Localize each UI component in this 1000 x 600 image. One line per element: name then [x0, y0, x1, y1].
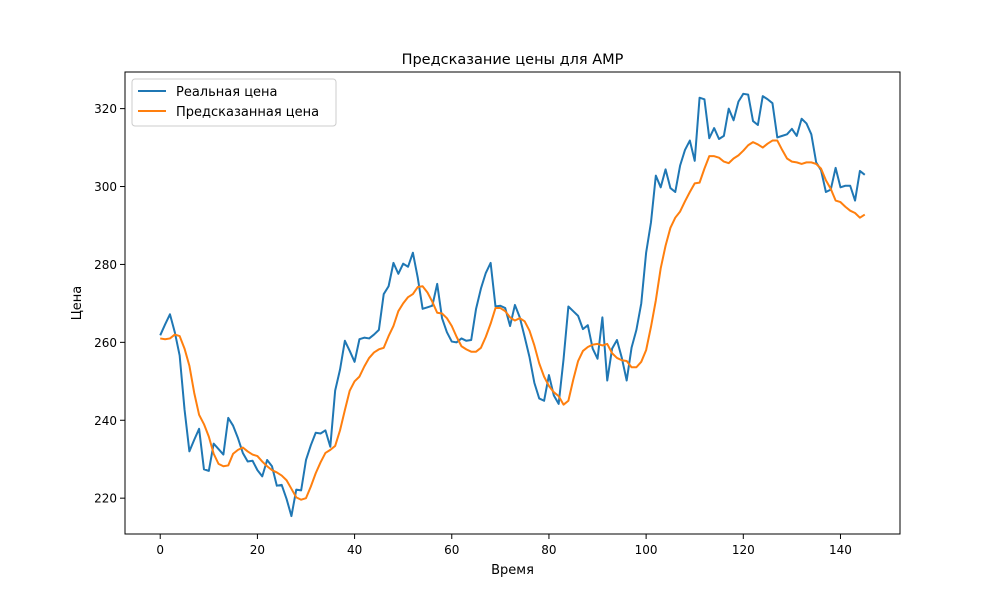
y-tick-label: 260: [94, 336, 117, 350]
x-tick-label: 60: [444, 543, 459, 557]
x-tick-label: 80: [541, 543, 556, 557]
x-tick-label: 0: [156, 543, 164, 557]
y-tick-label: 280: [94, 258, 117, 272]
legend-box: [131, 78, 337, 127]
legend: Реальная цена Предсказанная цена: [131, 78, 337, 127]
plot-frame: [124, 71, 901, 535]
chart-title: Предсказание цены для AMP: [402, 52, 624, 68]
y-tick-label: 220: [94, 492, 117, 506]
x-axis-ticks: 0 20 40 60 80 100 120 140: [156, 534, 852, 557]
y-axis-ticks: 220 240 260 280 300 320: [94, 102, 125, 506]
x-tick-label: 100: [635, 543, 658, 557]
legend-label-real: Реальная цена: [176, 85, 278, 100]
legend-label-predicted: Предсказанная цена: [176, 105, 319, 120]
x-tick-label: 120: [732, 543, 755, 557]
plot-lines: [159, 92, 866, 518]
y-tick-label: 240: [94, 414, 117, 428]
series-line-0: [159, 92, 866, 518]
x-axis-label: Время: [491, 563, 534, 578]
y-axis-label: Цена: [70, 286, 85, 321]
x-tick-label: 40: [347, 543, 362, 557]
x-tick-label: 140: [829, 543, 852, 557]
y-tick-label: 300: [94, 180, 117, 194]
y-tick-label: 320: [94, 102, 117, 116]
x-tick-label: 20: [250, 543, 265, 557]
series-line-1: [160, 139, 866, 501]
